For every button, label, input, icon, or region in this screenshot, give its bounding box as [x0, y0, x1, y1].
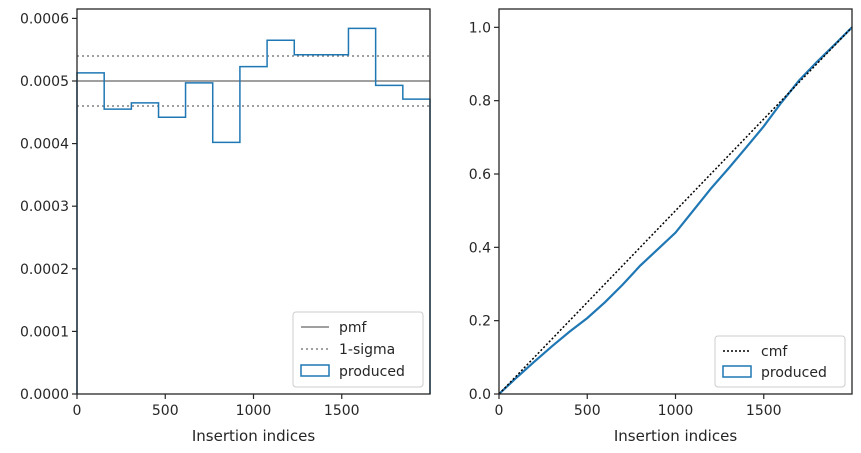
- x-tick-label: 500: [574, 403, 601, 419]
- x-tick-label: 1000: [658, 403, 694, 419]
- legend-produced-label: produced: [761, 365, 827, 381]
- panel-cmf: 0 500 1000 1500 0.0 0.2 0.4 0.6 0.8 1.0 Insertion…: [469, 8, 853, 445]
- y-tick-label: 0.0: [469, 387, 491, 403]
- legend-pmf-label: pmf: [339, 320, 368, 336]
- x-tick-label: 0: [73, 403, 82, 419]
- legend-cmf-label: cmf: [761, 344, 788, 360]
- panel-cmf-x-axis-label: Insertion indices: [614, 427, 737, 445]
- y-tick-label: 1.0: [469, 20, 491, 36]
- x-tick-label: 1500: [324, 403, 360, 419]
- y-tick-label: 0.0003: [20, 199, 69, 215]
- panel-pmf-ticks: 0 500 1000 1500 0.0000 0.0001 0.0002 0.0003 0.00…: [20, 11, 360, 419]
- panel-pmf-x-axis-label: Insertion indices: [192, 427, 315, 445]
- y-tick-label: 0.0006: [20, 11, 69, 27]
- y-tick-label: 0.4: [469, 240, 491, 256]
- y-tick-label: 0.0005: [20, 74, 69, 90]
- legend-produced-swatch: [722, 365, 752, 378]
- panel-cmf-marks: [498, 26, 853, 395]
- x-tick-label: 0: [495, 403, 504, 419]
- legend-1-sigma-label: 1-sigma: [339, 342, 395, 358]
- y-tick-label: 0.0001: [20, 324, 69, 340]
- panel-cmf-ticks: 0 500 1000 1500 0.0 0.2 0.4 0.6 0.8 1.0: [469, 20, 782, 419]
- panel-pmf-legend: pmf 1-sigma produced: [292, 311, 424, 388]
- y-tick-label: 0.0004: [20, 137, 69, 153]
- y-tick-label: 0.0002: [20, 262, 69, 278]
- y-tick-label: 0.0000: [20, 387, 69, 403]
- panel-pmf: 0 500 1000 1500 0.0000 0.0001 0.0002 0.0003 0.00…: [20, 8, 431, 445]
- produced-histogram: [76, 27, 431, 394]
- x-tick-label: 500: [152, 403, 179, 419]
- cmf-line: [498, 26, 853, 395]
- panel-pmf-legend-box: [292, 311, 424, 388]
- y-tick-label: 0.6: [469, 167, 491, 183]
- panel-cmf-legend-box: [714, 335, 846, 388]
- legend-produced-label: produced: [339, 364, 405, 380]
- panel-cmf-legend: cmf produced: [714, 335, 846, 388]
- legend-produced-swatch: [300, 364, 330, 377]
- panel-pmf-marks: [76, 27, 431, 394]
- x-tick-label: 1500: [746, 403, 782, 419]
- x-tick-label: 1000: [236, 403, 272, 419]
- y-tick-label: 0.2: [469, 314, 491, 330]
- y-tick-label: 0.8: [469, 94, 491, 110]
